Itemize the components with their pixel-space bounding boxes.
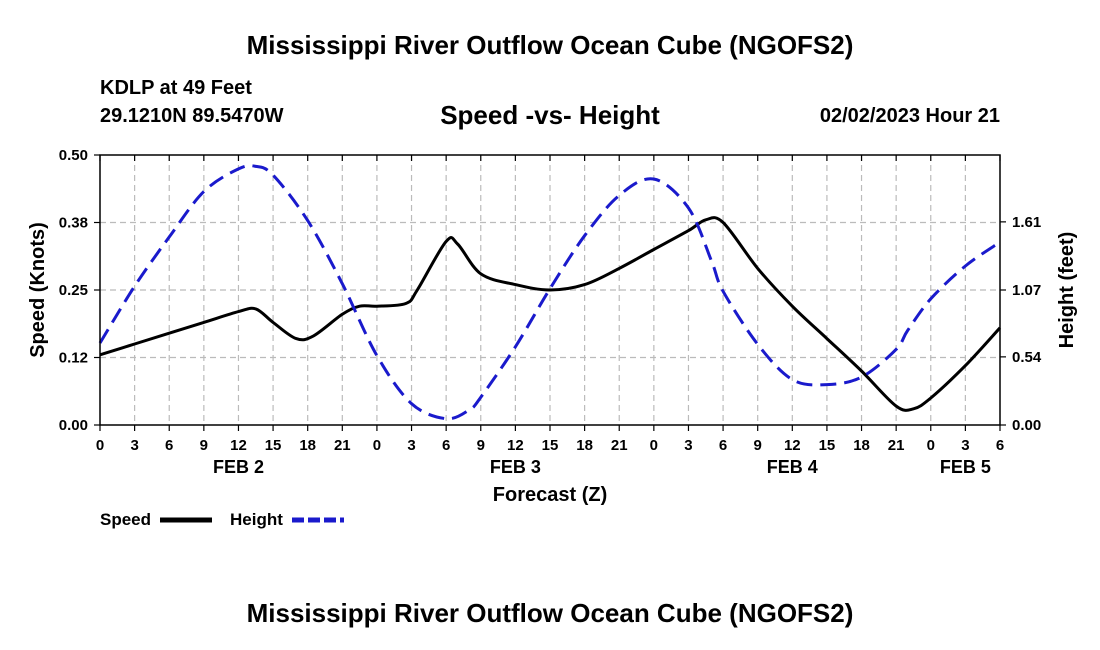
x-tick-label: 12 bbox=[507, 437, 524, 454]
x-tick-label: 3 bbox=[961, 437, 969, 454]
x-tick-label: 15 bbox=[265, 437, 282, 454]
chart-title: Mississippi River Outflow Ocean Cube (NG… bbox=[246, 30, 854, 60]
day-label: FEB 3 bbox=[490, 457, 541, 477]
x-tick-label: 9 bbox=[200, 437, 208, 454]
x-tick-label: 21 bbox=[611, 437, 628, 454]
y2-tick-label: 0.00 bbox=[1012, 417, 1041, 434]
x-tick-label: 18 bbox=[299, 437, 316, 454]
day-label: FEB 2 bbox=[213, 457, 264, 477]
legend-label-height: Height bbox=[230, 510, 283, 529]
forecast-datetime: 02/02/2023 Hour 21 bbox=[819, 105, 1000, 127]
x-tick-label: 21 bbox=[888, 437, 905, 454]
y-tick-label: 0.50 bbox=[59, 147, 88, 164]
legend: Speed Height bbox=[100, 510, 344, 529]
x-tick-label: 0 bbox=[650, 437, 658, 454]
x-tick-label: 6 bbox=[996, 437, 1004, 454]
x-tick-label: 18 bbox=[576, 437, 593, 454]
x-tick-label: 6 bbox=[165, 437, 173, 454]
x-tick-label: 6 bbox=[442, 437, 450, 454]
x-tick-label: 21 bbox=[334, 437, 351, 454]
x-tick-label: 9 bbox=[754, 437, 762, 454]
speed-line bbox=[99, 216, 1002, 412]
x-tick-label: 3 bbox=[684, 437, 692, 454]
x-tick-label: 12 bbox=[230, 437, 247, 454]
y-tick-label: 0.25 bbox=[59, 282, 88, 299]
x-tick-label: 0 bbox=[927, 437, 935, 454]
y2-tick-label: 1.61 bbox=[1012, 214, 1041, 231]
data-series bbox=[98, 164, 1002, 421]
y-tick-label: 0.00 bbox=[59, 417, 88, 434]
x-tick-label: 3 bbox=[407, 437, 415, 454]
x-tick-label: 0 bbox=[373, 437, 381, 454]
y2-tick-label: 1.07 bbox=[1012, 282, 1041, 299]
y2-axis-label: Height (feet) bbox=[1056, 232, 1078, 349]
day-label: FEB 4 bbox=[767, 457, 818, 477]
grid-lines bbox=[100, 155, 1000, 425]
x-tick-label: 15 bbox=[819, 437, 836, 454]
chart-subtitle: Speed -vs- Height bbox=[440, 100, 660, 130]
y-tick-label: 0.12 bbox=[59, 350, 88, 367]
x-tick-label: 0 bbox=[96, 437, 104, 454]
x-axis-label: Forecast (Z) bbox=[493, 484, 607, 506]
station-coordinates: 29.1210N 89.5470W bbox=[100, 105, 284, 127]
day-label: FEB 5 bbox=[940, 457, 991, 477]
y2-tick-label: 0.54 bbox=[1012, 349, 1042, 366]
axes: 0 3 6 9 12 15 18 21 0 3 6 9 12 15 18 21 0 3 6 9 12 15 18 21 0 3 60… bbox=[27, 147, 1078, 506]
footer-title: Mississippi River Outflow Ocean Cube (NG… bbox=[246, 598, 854, 628]
y-tick-label: 0.38 bbox=[59, 215, 88, 232]
station-label: KDLP at 49 Feet bbox=[100, 77, 252, 99]
x-tick-label: 9 bbox=[477, 437, 485, 454]
x-tick-label: 12 bbox=[784, 437, 801, 454]
x-tick-label: 15 bbox=[542, 437, 559, 454]
x-tick-label: 3 bbox=[130, 437, 138, 454]
x-tick-label: 6 bbox=[719, 437, 727, 454]
legend-label-speed: Speed bbox=[100, 510, 151, 529]
x-tick-label: 18 bbox=[853, 437, 870, 454]
height-line bbox=[98, 164, 1001, 421]
y-axis-label: Speed (Knots) bbox=[27, 222, 49, 358]
